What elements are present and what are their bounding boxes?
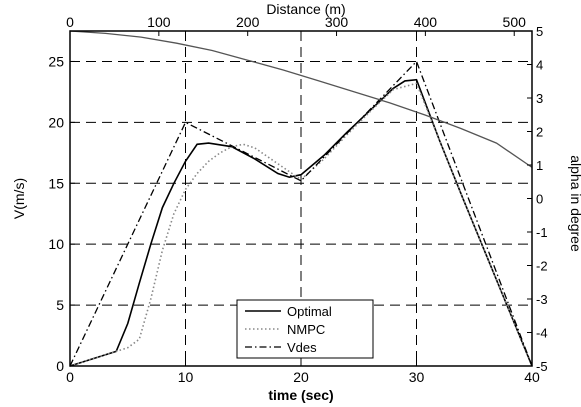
right-tick-label: -5 [536, 359, 548, 374]
y-axis-title: V(m/s) [11, 178, 27, 219]
legend-label-optimal: Optimal [287, 304, 332, 319]
y-tick-label: 15 [48, 175, 64, 191]
right-tick-label: 2 [536, 125, 543, 140]
top-tick-label: 300 [325, 14, 349, 30]
x-tick-label: 30 [409, 369, 425, 385]
right-tick-label: 3 [536, 91, 543, 106]
top-tick-label: 200 [236, 14, 260, 30]
right-axis-title: alpha in degree [568, 155, 581, 252]
right-tick-label: -4 [536, 326, 548, 341]
y-tick-label: 0 [56, 358, 64, 374]
top-tick-label: 0 [66, 14, 74, 30]
x-tick-label: 40 [524, 369, 540, 385]
right-tick-label: 0 [536, 192, 543, 207]
y-tick-label: 20 [48, 114, 64, 130]
tick-marks [69, 30, 533, 367]
x-tick-label: 20 [293, 369, 309, 385]
y-tick-label: 10 [48, 236, 64, 252]
x-tick-label: 0 [66, 369, 74, 385]
right-tick-label: -3 [536, 292, 548, 307]
top-tick-label: 400 [414, 14, 438, 30]
right-tick-label: -1 [536, 225, 548, 240]
x-tick-label: 10 [178, 369, 194, 385]
legend: Optimal NMPC Vdes [236, 299, 374, 359]
top-axis-title: Distance (m) [266, 1, 345, 17]
y-tick-label: 25 [48, 53, 64, 69]
y-tick-label: 5 [56, 297, 64, 313]
top-tick-label: 100 [147, 14, 171, 30]
x-axis-title: time (sec) [268, 387, 333, 403]
legend-box [236, 299, 374, 359]
right-tick-label: 4 [536, 58, 543, 73]
top-tick-label: 500 [503, 14, 527, 30]
series-vdes-line [69, 60, 533, 367]
series-layer [69, 30, 533, 367]
right-tick-label: 5 [536, 24, 543, 39]
legend-label-vdes: Vdes [287, 340, 317, 355]
distance-series-line [69, 30, 533, 168]
right-tick-label: 1 [536, 158, 543, 173]
right-tick-label: -2 [536, 259, 548, 274]
series-optimal-line [69, 78, 533, 367]
legend-label-nmpc: NMPC [287, 322, 325, 337]
